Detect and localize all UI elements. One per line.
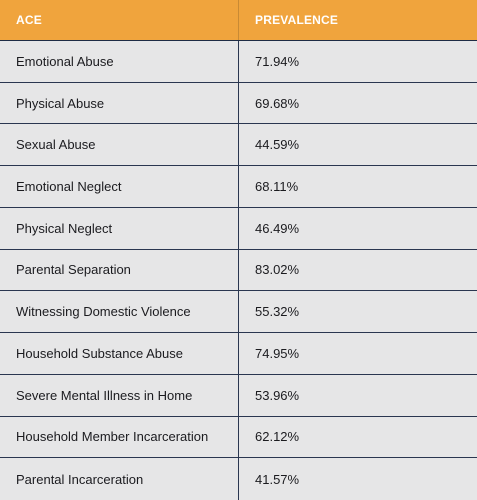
prevalence-cell: 55.32% <box>255 304 300 320</box>
prevalence-cell: 71.94% <box>255 53 300 69</box>
column-header-ace: ACE <box>0 0 239 40</box>
table-row: Severe Mental Illness in Home 53.96% <box>0 374 477 417</box>
prevalence-cell: 74.95% <box>255 345 300 361</box>
table-row: Sexual Abuse 44.59% <box>0 124 477 167</box>
ace-cell: Parental Separation <box>0 249 239 291</box>
ace-cell: Severe Mental Illness in Home <box>0 374 239 416</box>
ace-cell: Witnessing Domestic Violence <box>0 291 239 333</box>
ace-cell: Parental Incarceration <box>0 458 239 500</box>
prevalence-cell: 69.68% <box>255 95 300 111</box>
prevalence-cell: 46.49% <box>255 220 300 236</box>
table-row: Emotional Abuse 71.94% <box>0 40 477 83</box>
ace-cell: Sexual Abuse <box>0 124 239 166</box>
prevalence-cell: 83.02% <box>255 262 300 278</box>
table-row: Witnessing Domestic Violence 55.32% <box>0 291 477 334</box>
table-row: Physical Neglect 46.49% <box>0 207 477 250</box>
column-header-prevalence: PREVALENCE <box>255 12 339 27</box>
table-row: Physical Abuse 69.68% <box>0 82 477 125</box>
prevalence-cell: 62.12% <box>255 429 300 445</box>
prevalence-cell: 44.59% <box>255 137 300 153</box>
prevalence-cell: 41.57% <box>255 471 300 487</box>
table-row: Parental Incarceration 41.57% <box>0 458 477 500</box>
ace-cell: Household Member Incarceration <box>0 416 239 458</box>
prevalence-cell: 68.11% <box>255 179 299 194</box>
table-row: Emotional Neglect 68.11% <box>0 166 477 208</box>
table-header-row: ACE PREVALENCE <box>0 0 477 41</box>
ace-cell: Household Substance Abuse <box>0 333 239 374</box>
prevalence-cell: 53.96% <box>255 387 300 403</box>
table-row: Household Member Incarceration 62.12% <box>0 416 477 459</box>
ace-cell: Emotional Abuse <box>0 40 239 82</box>
ace-cell: Emotional Neglect <box>0 166 239 207</box>
table-row: Household Substance Abuse 74.95% <box>0 333 477 375</box>
ace-cell: Physical Neglect <box>0 207 239 249</box>
ace-cell: Physical Abuse <box>0 82 239 124</box>
table-row: Parental Separation 83.02% <box>0 249 477 292</box>
